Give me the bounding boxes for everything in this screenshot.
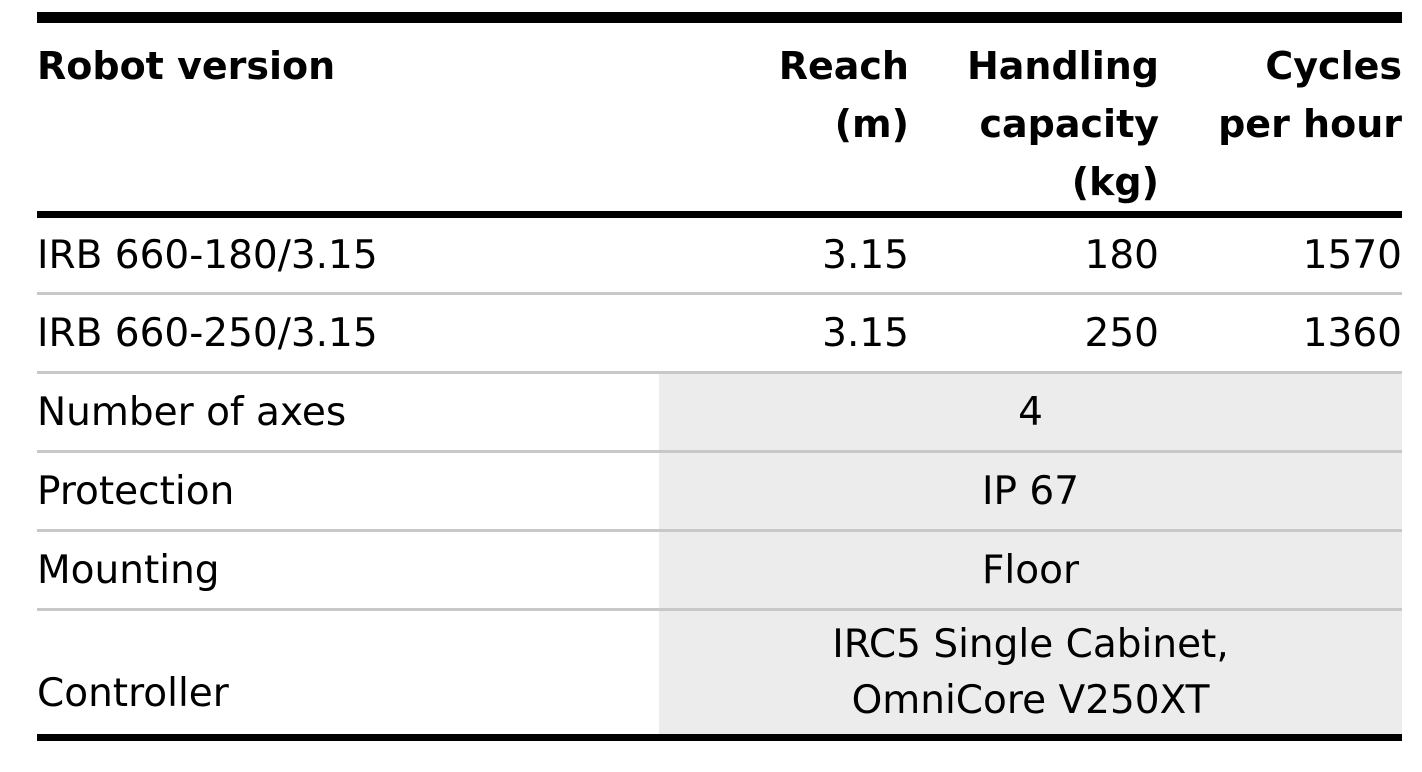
- header-robot-version: Robot version: [37, 12, 659, 218]
- capacity-cell: 180: [909, 214, 1159, 295]
- spec-value: 4: [659, 372, 1402, 453]
- table-row: IRB 660-250/3.15 3.15 250 1360: [37, 293, 1402, 374]
- table-header-row: Robot version Reach (m) Handling capacit…: [37, 12, 1402, 218]
- spec-row-axes: Number of axes 4: [37, 372, 1402, 453]
- spec-label: Protection: [37, 451, 659, 532]
- spec-row-protection: Protection IP 67: [37, 451, 1402, 532]
- controller-value-line: OmniCore V250XT: [851, 677, 1210, 723]
- robot-version-cell: IRB 660-180/3.15: [37, 214, 659, 295]
- header-handling-capacity: Handling capacity (kg): [909, 12, 1159, 218]
- cycles-cell: 1360: [1159, 293, 1402, 374]
- robot-version-cell: IRB 660-250/3.15: [37, 293, 659, 374]
- spec-row-mounting: Mounting Floor: [37, 530, 1402, 611]
- spec-label: Number of axes: [37, 372, 659, 453]
- spec-row-controller: Controller IRC5 Single Cabinet, OmniCore…: [37, 609, 1402, 741]
- reach-cell: 3.15: [659, 214, 909, 295]
- spec-label: Mounting: [37, 530, 659, 611]
- spec-value: IRC5 Single Cabinet, OmniCore V250XT: [659, 609, 1402, 741]
- cycles-cell: 1570: [1159, 214, 1402, 295]
- spec-value: IP 67: [659, 451, 1402, 532]
- controller-value-line: IRC5 Single Cabinet,: [832, 621, 1229, 667]
- capacity-cell: 250: [909, 293, 1159, 374]
- spec-label: Controller: [37, 609, 659, 741]
- spec-value: Floor: [659, 530, 1402, 611]
- header-reach: Reach (m): [659, 12, 909, 218]
- table-row: IRB 660-180/3.15 3.15 180 1570: [37, 214, 1402, 295]
- reach-cell: 3.15: [659, 293, 909, 374]
- header-cycles-per-hour: Cycles per hour: [1159, 12, 1402, 218]
- robot-spec-table: Robot version Reach (m) Handling capacit…: [37, 12, 1402, 741]
